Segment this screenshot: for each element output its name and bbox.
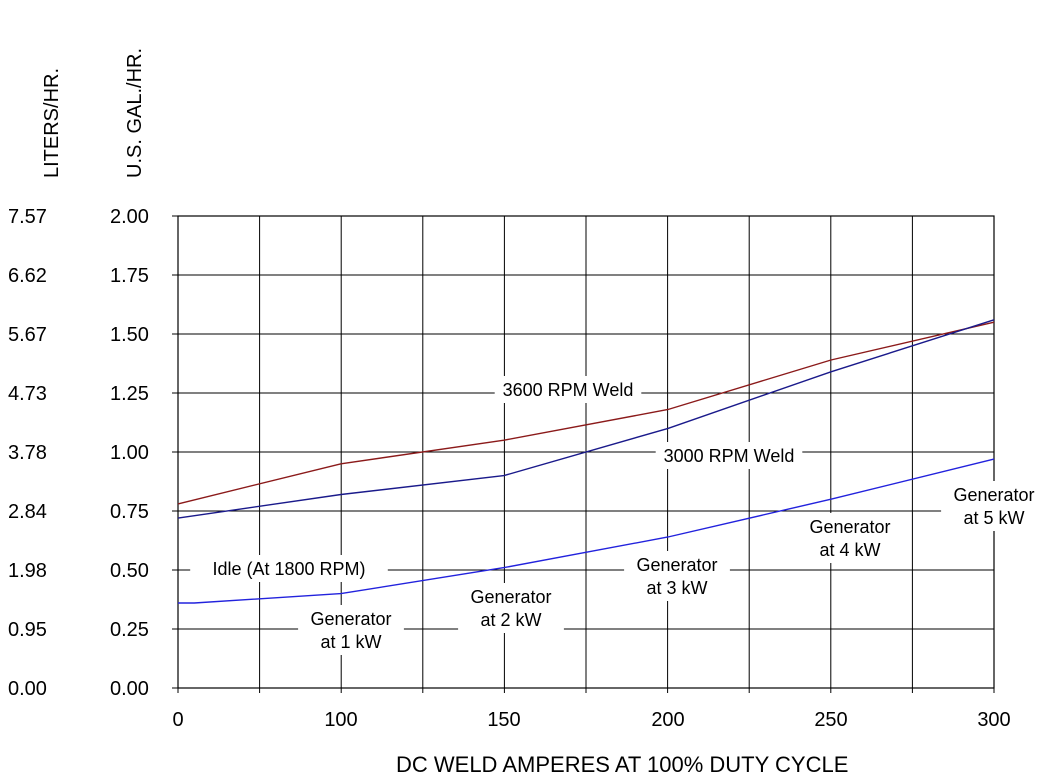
annotation-text: Generator: [809, 517, 890, 537]
y-tick-label-liters: 4.73: [8, 383, 47, 405]
y-axis-label-liters: LITERS/HR.: [41, 68, 63, 178]
y-tick-label-liters: 1.98: [8, 560, 47, 582]
y-tick-label-liters: 0.95: [8, 619, 47, 641]
annotation-bg: [655, 442, 803, 469]
y-tick-label-gallons: 0.25: [110, 619, 149, 641]
x-tick-label: 100: [324, 709, 357, 731]
annotation-bg: [458, 583, 564, 633]
annotation-2: 3000 RPM Weld: [655, 442, 803, 469]
x-tick-label: 0: [172, 709, 183, 731]
annotation-1: 3600 RPM Weld: [494, 376, 642, 403]
y-tick-label-liters: 5.67: [8, 324, 47, 346]
x-tick-label: 200: [651, 709, 684, 731]
y-tick-label-gallons: 0.00: [110, 678, 149, 700]
annotation-text: Idle (At 1800 RPM): [212, 559, 365, 579]
annotation-bg: [941, 481, 1047, 531]
y-tick-label-gallons: 0.50: [110, 560, 149, 582]
annotation-text: Generator: [953, 485, 1034, 505]
annotation-bg: [298, 605, 404, 655]
y-tick-label-gallons: 1.75: [110, 265, 149, 287]
series-line-3: [178, 458, 995, 604]
annotation-text: Generator: [310, 609, 391, 629]
annotation-7: Generator at 4 kW: [797, 513, 903, 563]
annotation-text: 3600 RPM Weld: [503, 380, 634, 400]
x-tick-label: 150: [487, 709, 520, 731]
y-tick-label-liters: 6.62: [8, 265, 47, 287]
annotation-8: Generator at 5 kW: [941, 481, 1047, 531]
y-tick-label-gallons: 2.00: [110, 206, 149, 228]
series-line-2: [177, 319, 995, 519]
annotation-text: at 5 kW: [963, 508, 1024, 528]
annotation-bg: [624, 551, 730, 601]
annotation-5: Generator at 2 kW: [458, 583, 564, 633]
grid-lines: [172, 215, 995, 693]
annotation-text: Generator: [636, 555, 717, 575]
annotation-text: at 4 kW: [819, 540, 880, 560]
annotation-text: at 1 kW: [320, 632, 381, 652]
y-tick-label-gallons: 1.00: [110, 442, 149, 464]
annotation-text: Generator: [470, 587, 551, 607]
x-axis-label: DC WELD AMPERES AT 100% DUTY CYCLE: [396, 752, 848, 777]
x-tick-label: 300: [977, 709, 1010, 731]
x-tick-label: 250: [814, 709, 847, 731]
annotations: 3600 RPM Weld 3000 RPM Weld Idle (At 1800 …: [190, 376, 1047, 655]
annotation-6: Generator at 3 kW: [624, 551, 730, 601]
annotation-bg: [797, 513, 903, 563]
annotation-3: Idle (At 1800 RPM): [190, 555, 388, 582]
plot-frame: [177, 215, 995, 689]
annotation-bg: [190, 555, 388, 582]
annotation-text: at 3 kW: [646, 578, 707, 598]
y-tick-label-liters: 3.78: [8, 442, 47, 464]
annotation-bg: [494, 376, 642, 403]
y-tick-label-liters: 2.84: [8, 501, 47, 523]
annotation-text: at 2 kW: [480, 610, 541, 630]
annotation-text: 3000 RPM Weld: [664, 446, 795, 466]
y-tick-label-liters: 0.00: [8, 678, 47, 700]
y-tick-label-gallons: 1.50: [110, 324, 149, 346]
y-tick-label-gallons: 0.75: [110, 501, 149, 523]
y-tick-label-liters: 7.57: [8, 206, 47, 228]
annotation-4: Generator at 1 kW: [298, 605, 404, 655]
y-axis-label-gallons: U.S. GAL./HR.: [124, 48, 146, 178]
y-tick-labels: 0.00 0.25 0.50 0.75 1.00 1.25 1.50 1.75 2.00 0.00…: [8, 206, 149, 700]
x-tick-labels: 0 100 150 200 250 300: [172, 709, 1010, 731]
series-lines: [177, 319, 995, 604]
series-line-1: [177, 321, 995, 505]
y-tick-label-gallons: 1.25: [110, 383, 149, 405]
